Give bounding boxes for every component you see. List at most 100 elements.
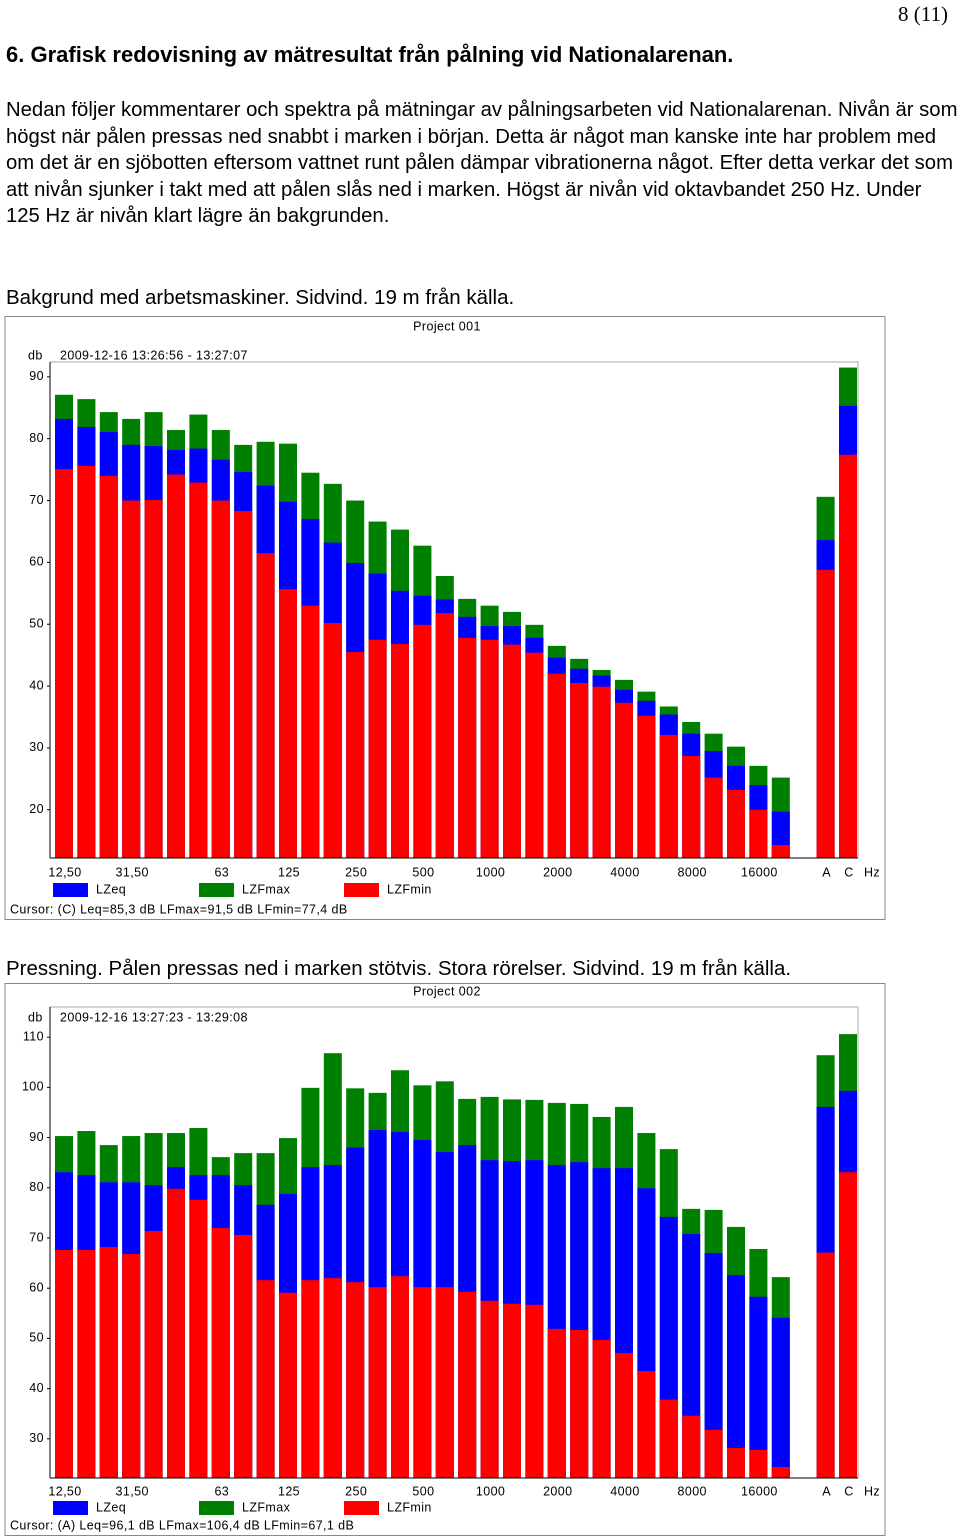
chart: Project 001 db 2009-12-16 13:26:56 - 13:27…	[4, 316, 886, 920]
bar	[99, 475, 118, 858]
bar	[503, 1303, 521, 1478]
bar	[167, 1188, 185, 1478]
bar	[189, 1199, 208, 1478]
legend-label: LZFmin	[387, 1500, 432, 1514]
bar	[122, 500, 141, 858]
bar	[435, 613, 454, 858]
y-unit: db	[28, 348, 43, 362]
x-tick-label: 4000	[610, 1484, 639, 1498]
x-tick-label: 500	[412, 865, 434, 879]
bar	[234, 511, 253, 858]
bar	[323, 1278, 342, 1478]
x-tick-label: 1000	[476, 865, 505, 879]
bar	[727, 789, 745, 858]
bar	[301, 605, 320, 858]
bar	[391, 644, 409, 858]
x-tick-label: 4000	[610, 865, 639, 879]
bar	[749, 1449, 768, 1478]
x-tick-label: 500	[412, 1484, 434, 1498]
x-tick-label: 2000	[543, 1484, 572, 1498]
timestamp: 2009-12-16 13:27:23 - 13:29:08	[60, 1010, 248, 1024]
legend-swatch	[199, 1501, 234, 1515]
legend-label: LZFmin	[387, 882, 432, 896]
bar	[592, 1339, 611, 1478]
legend-swatch	[344, 883, 379, 897]
bar	[615, 702, 633, 858]
bar	[346, 1282, 365, 1478]
legend-swatch	[199, 883, 234, 897]
x-tick-label: 8000	[677, 1484, 706, 1498]
bar	[234, 1234, 253, 1478]
cursor-readout: Cursor: (A) Leq=96,1 dB LFmax=106,4 dB L…	[10, 1518, 354, 1532]
bar	[256, 553, 275, 858]
x-tick-label: 63	[214, 1484, 229, 1498]
x-unit: Hz	[864, 865, 880, 879]
y-tick-label: 60	[29, 1280, 44, 1294]
bar	[682, 755, 701, 858]
x-tick-label: 250	[345, 865, 367, 879]
bar	[749, 809, 768, 858]
bar	[480, 1300, 499, 1478]
legend-label: LZeq	[96, 1500, 126, 1514]
bar	[279, 1292, 297, 1478]
y-tick-label: 80	[29, 431, 44, 445]
bar	[570, 1329, 589, 1478]
x-tick-label: 16000	[741, 1484, 778, 1498]
bar	[637, 1371, 656, 1478]
x-tick-label: 125	[278, 865, 300, 879]
x-tick-label: 31,50	[116, 1484, 149, 1498]
timestamp: 2009-12-16 13:26:56 - 13:27:07	[60, 348, 248, 362]
y-tick-label: 100	[22, 1080, 44, 1094]
x-unit: Hz	[864, 1484, 880, 1498]
y-tick-label: 30	[29, 740, 44, 754]
bar	[144, 1230, 163, 1478]
bar	[189, 482, 208, 858]
bar	[704, 777, 723, 858]
chart-title: Project 002	[413, 984, 481, 998]
page-number: 8 (11)	[898, 2, 948, 26]
bar	[525, 652, 544, 858]
x-tick-label: 250	[345, 1484, 367, 1498]
x-tick-label: 125	[278, 1484, 300, 1498]
bar	[368, 639, 387, 858]
bar	[839, 454, 857, 858]
bar	[323, 622, 342, 858]
bar	[480, 639, 499, 858]
caption: Pressning. Pålen pressas ned i marken st…	[6, 957, 792, 980]
bar	[122, 1254, 141, 1478]
caption: Bakgrund med arbetsmaskiner. Sidvind. 19…	[6, 286, 515, 309]
x-tick-label: 1000	[476, 1484, 505, 1498]
bar	[570, 682, 589, 858]
y-tick-label: 20	[29, 802, 44, 816]
x-tick-label: C	[844, 865, 853, 879]
bar	[816, 1252, 835, 1478]
cursor-readout: Cursor: (C) Leq=85,3 dB LFmax=91,5 dB LF…	[10, 902, 348, 916]
legend-swatch	[53, 1501, 88, 1515]
y-unit: db	[28, 1010, 43, 1024]
bar	[816, 569, 835, 858]
y-tick-label: 50	[29, 617, 44, 631]
paragraph: Nedan följer kommentarer och spektra på …	[6, 99, 958, 228]
bar	[301, 1280, 320, 1478]
bar	[547, 1328, 566, 1478]
bar	[727, 1275, 745, 1478]
bar	[771, 1466, 790, 1478]
bar	[771, 1317, 790, 1478]
bar	[659, 1399, 678, 1478]
bar	[99, 1247, 118, 1478]
y-tick-label: 90	[29, 369, 44, 383]
heading: 6. Grafisk redovisning av mätresultat fr…	[6, 42, 734, 67]
y-tick-label: 50	[29, 1331, 44, 1345]
bar	[659, 734, 678, 858]
bar	[771, 845, 790, 858]
bar	[346, 652, 365, 858]
bar	[637, 715, 656, 858]
x-tick-label: 31,50	[116, 865, 149, 879]
bar	[279, 588, 297, 858]
chart: Project 002 db 2009-12-16 13:27:23 - 13:29…	[4, 983, 886, 1536]
y-tick-label: 40	[29, 678, 44, 692]
bar	[704, 1253, 723, 1478]
y-tick-label: 80	[29, 1180, 44, 1194]
y-tick-label: 90	[29, 1130, 44, 1144]
